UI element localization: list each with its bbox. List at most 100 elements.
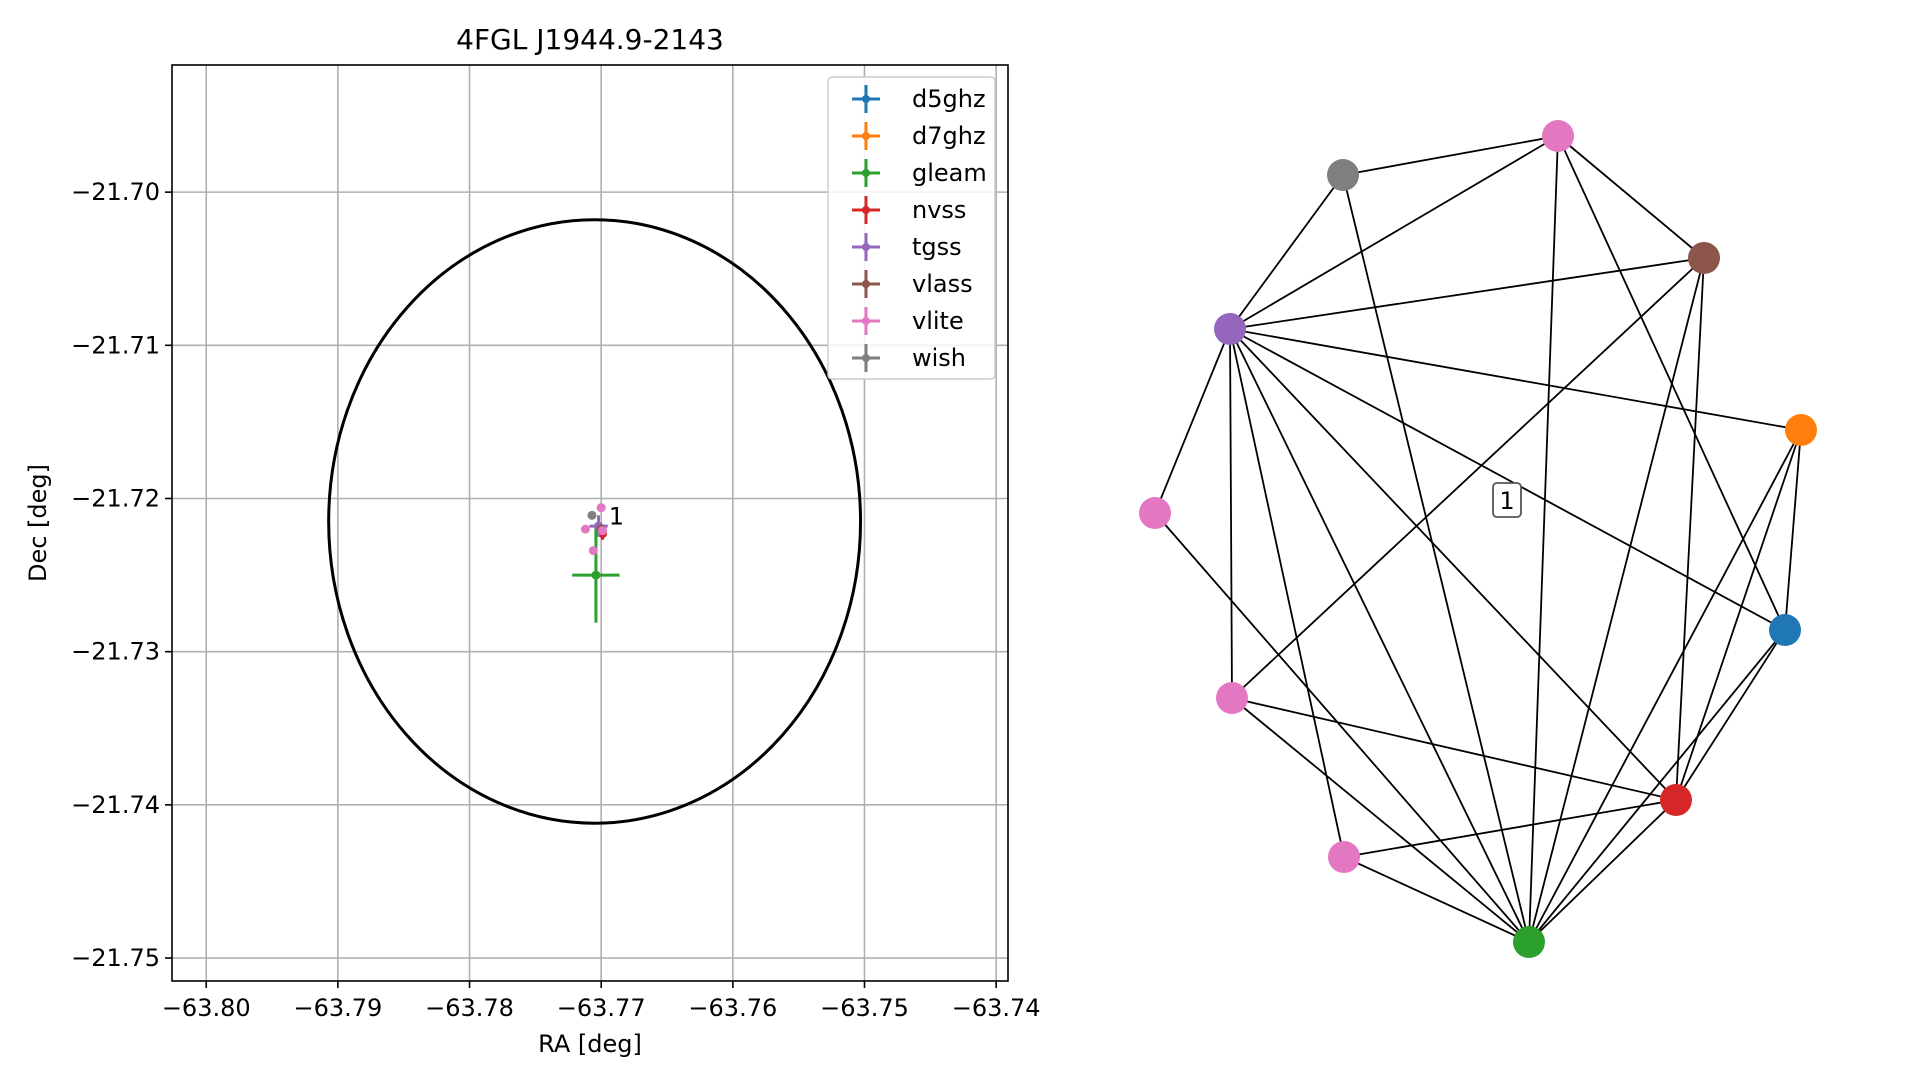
y-tick-label: −21.72	[71, 484, 160, 512]
plot-frame	[171, 64, 1009, 982]
network-edge	[1528, 135, 1559, 943]
network-node-green	[1513, 926, 1545, 958]
series-wish	[587, 510, 597, 520]
network-edge	[1528, 799, 1677, 943]
x-tick-label: −63.79	[293, 994, 382, 1022]
x-axis-label: RA [deg]	[538, 1030, 642, 1058]
network-node-red	[1660, 784, 1692, 816]
network-edge	[1229, 174, 1344, 330]
legend-entry-gleam: gleam	[852, 159, 987, 187]
legend-entry-d5ghz: d5ghz	[852, 85, 986, 113]
network-edge	[1154, 512, 1530, 943]
y-tick-label: −21.73	[71, 638, 160, 666]
network-edge	[1675, 629, 1786, 801]
network-node-orange	[1785, 414, 1817, 446]
network-edge	[1528, 629, 1786, 943]
legend-marker-dot	[862, 169, 870, 177]
y-tick-label: −21.71	[71, 331, 160, 359]
data-point	[591, 570, 601, 580]
association-network-graph: 1	[1139, 120, 1817, 958]
network-edge	[1528, 429, 1802, 943]
x-tick-label: −63.77	[557, 994, 646, 1022]
legend-marker-dot	[862, 95, 870, 103]
legend-marker-dot	[862, 243, 870, 251]
legend-label: wish	[912, 344, 966, 372]
x-tick-label: −63.76	[688, 994, 777, 1022]
network-edge	[1528, 257, 1705, 943]
network-edge	[1229, 328, 1786, 631]
network-edge	[1229, 328, 1233, 699]
legend-entry-nvss: nvss	[852, 196, 966, 224]
network-edge	[1229, 328, 1530, 943]
network-label-box: 1	[1492, 482, 1522, 518]
data-point	[580, 524, 590, 534]
legend-marker-dot	[862, 280, 870, 288]
legend-marker-dot	[862, 206, 870, 214]
x-axis-ticks: −63.80 −63.79 −63.78 −63.77 −63.76 −63.75 −63.…	[162, 981, 1041, 1022]
network-node-purple	[1214, 313, 1246, 345]
data-point	[588, 546, 598, 556]
network-edge	[1154, 328, 1231, 514]
network-edge	[1229, 328, 1802, 431]
network-node-pink-lower-left	[1216, 682, 1248, 714]
network-edge	[1343, 856, 1530, 943]
y-tick-label: −21.75	[71, 944, 160, 972]
legend-entry-d7ghz: d7ghz	[852, 122, 986, 150]
error-ellipse	[327, 218, 863, 825]
legend-label: tgss	[912, 233, 962, 261]
network-edge	[1231, 257, 1705, 699]
network-node-gray	[1327, 159, 1359, 191]
network-node-brown	[1688, 242, 1720, 274]
data-point	[587, 510, 597, 520]
legend-entry-vlite: vlite	[852, 307, 964, 335]
network-edge	[1784, 429, 1802, 631]
network-edge	[1229, 328, 1677, 801]
error-ellipse-layer	[327, 218, 863, 825]
chart-title: 4FGL J1944.9-2143	[456, 23, 724, 56]
source-number-annotation: 1	[609, 502, 624, 530]
network-edge	[1231, 697, 1677, 801]
legend-label: vlass	[912, 270, 973, 298]
legend-marker-dot	[862, 354, 870, 362]
network-nodes	[1139, 120, 1817, 958]
y-axis-label: Dec [deg]	[24, 464, 52, 582]
data-points-layer	[572, 503, 620, 623]
network-edge	[1557, 135, 1705, 259]
network-node-pink-bottom-left	[1328, 841, 1360, 873]
series-gleam	[572, 527, 620, 623]
legend: d5ghz d7ghz gleam nvss tgss vlass vlite wish	[827, 76, 996, 380]
x-tick-label: −63.74	[952, 994, 1041, 1022]
legend-label: nvss	[912, 196, 966, 224]
network-node-pink-top	[1542, 120, 1574, 152]
network-edges	[1154, 135, 1802, 943]
network-edge	[1342, 174, 1530, 943]
y-axis-ticks: −21.70 −21.71 −21.72 −21.73 −21.74 −21.75	[71, 178, 172, 972]
network-edge	[1229, 257, 1705, 330]
x-tick-label: −63.75	[820, 994, 909, 1022]
legend-marker-dot	[862, 317, 870, 325]
legend-label: d5ghz	[912, 85, 986, 113]
network-edge	[1342, 135, 1559, 176]
data-point	[598, 526, 608, 536]
y-tick-label: −21.74	[71, 791, 160, 819]
legend-entry-tgss: tgss	[852, 233, 962, 261]
legend-box	[827, 76, 996, 380]
network-node-pink-left	[1139, 497, 1171, 529]
legend-label: vlite	[912, 307, 964, 335]
network-edge	[1229, 135, 1559, 330]
y-tick-label: −21.70	[71, 178, 160, 206]
network-edge	[1229, 328, 1345, 858]
network-node-blue	[1769, 614, 1801, 646]
data-point	[596, 503, 606, 513]
x-tick-label: −63.78	[425, 994, 514, 1022]
legend-entry-wish: wish	[852, 344, 966, 372]
x-tick-label: −63.80	[162, 994, 251, 1022]
legend-marker-dot	[862, 132, 870, 140]
network-edge	[1231, 697, 1530, 943]
legend-entry-vlass: vlass	[852, 270, 973, 298]
sky-position-plot: 4FGL J1944.9-2143 1 −63.80 −63.79 −63.78 −6…	[24, 23, 1041, 1058]
legend-label: gleam	[912, 159, 987, 187]
series-vlite	[580, 503, 608, 556]
network-edge	[1343, 799, 1677, 858]
